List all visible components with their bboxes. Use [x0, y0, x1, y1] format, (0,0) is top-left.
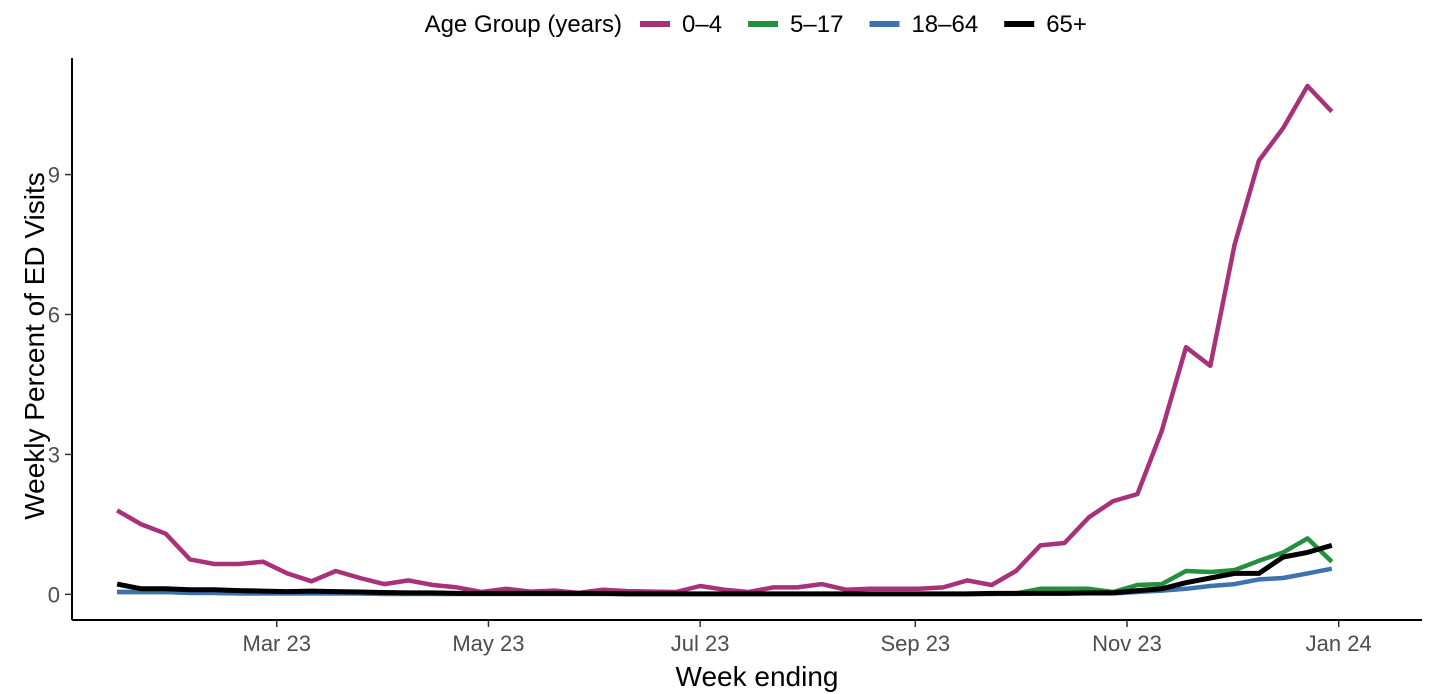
- x-tick-label: Sep 23: [880, 631, 950, 656]
- y-axis-title: Weekly Percent of ED Visits: [19, 172, 50, 520]
- x-axis: Mar 23 May 23 Jul 23 Sep 23 Nov 23 Jan 24: [72, 619, 1422, 656]
- x-tick-label: May 23: [452, 631, 524, 656]
- x-tick-label: Jan 24: [1306, 631, 1372, 656]
- legend-title: Age Group (years): [425, 11, 622, 38]
- legend-label: 65+: [1046, 11, 1087, 38]
- series-line-4: [116, 542, 1333, 597]
- y-tick-label: 9: [48, 163, 60, 188]
- x-axis-title: Week ending: [676, 661, 839, 692]
- legend-label: 18–64: [911, 11, 978, 38]
- series-layer: [115, 83, 1334, 597]
- y-tick-label: 3: [48, 442, 60, 467]
- series-line-2: [117, 536, 1334, 597]
- series-line-1: [115, 83, 1334, 596]
- y-tick-label: 0: [48, 582, 60, 607]
- x-tick-label: Jul 23: [671, 631, 730, 656]
- x-tick-label: Nov 23: [1092, 631, 1162, 656]
- y-tick-label: 6: [48, 303, 60, 328]
- legend-label: 5–17: [790, 11, 843, 38]
- legend-label: 0–4: [682, 11, 722, 38]
- y-axis: 0 3 6 9: [48, 58, 73, 620]
- x-tick-label: Mar 23: [243, 631, 311, 656]
- legend: Age Group (years) 0–4 5–17 18–64 65+: [425, 11, 1087, 38]
